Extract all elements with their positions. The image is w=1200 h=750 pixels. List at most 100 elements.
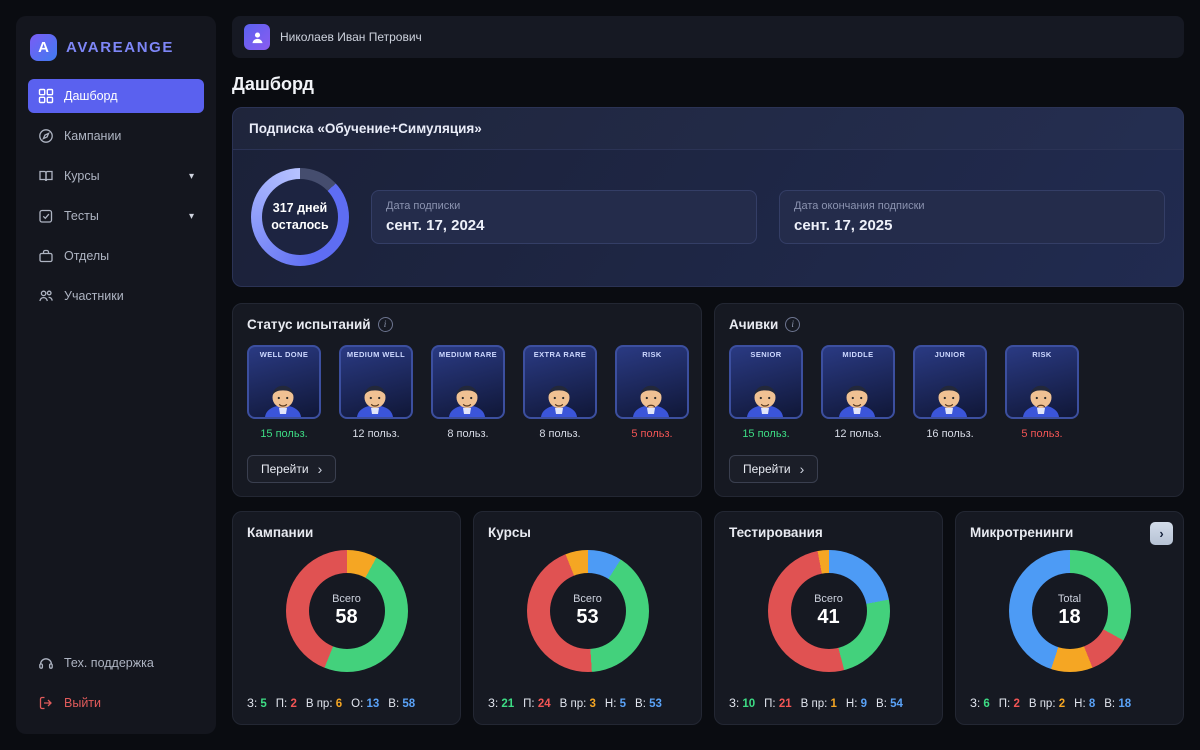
badge-well-done: WELL DONE 15 польз. [247, 345, 321, 440]
brand: A AVAREANGE [16, 30, 216, 79]
badge-risk: RISK 5 польз. [615, 345, 689, 440]
sidebar-item-courses[interactable]: Курсы ▾ [28, 159, 204, 193]
days-left-line2: осталось [271, 218, 329, 232]
stat-item: П: 24 [523, 698, 551, 710]
stat-item: Н: 5 [604, 698, 627, 710]
badge-user-count: 5 польз. [1021, 428, 1063, 440]
stat-item: З: 6 [970, 698, 990, 710]
badge-tile[interactable]: MEDIUM WELL [339, 345, 413, 419]
metric-card-кампании: Кампании Всего 58 З: 5 П: 2 В пр: 6 О: 13 В: 58 [232, 511, 461, 725]
metric-card-микротренинги: Микротренинги › Total 18 З: 6 П: 2 В пр: 2 Н: 8… [955, 511, 1184, 725]
badge-tile[interactable]: RISK [1005, 345, 1079, 419]
badge-user-count: 8 польз. [539, 428, 581, 440]
badge-user-count: 8 польз. [447, 428, 489, 440]
donut-center-label: Всего [332, 593, 361, 605]
end-date-value: сент. 17, 2025 [794, 217, 893, 234]
badge-extra-rare: EXTRA RARE 8 польз. [523, 345, 597, 440]
badge-name: RISK [642, 350, 662, 359]
days-left-line1: 317 дней [272, 200, 328, 215]
chevron-down-icon: ▾ [188, 210, 194, 222]
start-date-label: Дата подписки [386, 200, 461, 212]
sidebar-item-campaigns[interactable]: Кампании [28, 119, 204, 153]
user-name: Николаев Иван Петрович [280, 30, 422, 44]
sidebar-item-departments[interactable]: Отделы [28, 239, 204, 273]
metric-stats: З: 10 П: 21 В пр: 1 Н: 9 В: 54 [729, 698, 928, 710]
subscription-body: 317 дней осталось Дата подписки сент. 17… [233, 150, 1183, 286]
trial-go-button[interactable]: Перейти › [247, 455, 337, 483]
sidebar-item-dashboard[interactable]: Дашборд [28, 79, 204, 113]
achievements-panel: Ачивки i SENIOR 15 польз. MIDDLE 12 польз. J… [714, 303, 1184, 497]
sidebar-item-members[interactable]: Участники [28, 279, 204, 313]
donut-center-value: 18 [1058, 606, 1081, 628]
sidebar-item-label: Тесты [64, 209, 99, 223]
chevron-right-icon: › [317, 461, 323, 477]
stat-item: П: 2 [275, 698, 297, 710]
badge-name: SENIOR [750, 350, 782, 359]
dashboard-icon [38, 88, 54, 104]
info-icon[interactable]: i [377, 317, 393, 332]
trial-badges: WELL DONE 15 польз. MEDIUM WELL 12 польз. ME… [247, 345, 689, 440]
topbar-user-chip[interactable]: Николаев Иван Петрович [232, 16, 1184, 58]
info-icon[interactable]: i [785, 317, 801, 332]
stat-item: Н: 9 [845, 698, 868, 710]
stat-item: В пр: 1 [800, 698, 837, 710]
trial-status-panel: Статус испытаний i WELL DONE 15 польз. MED… [232, 303, 702, 497]
sidebar-item-label: Дашборд [64, 89, 118, 103]
sidebar-footer: Тех. поддержка Выйти [16, 646, 216, 720]
chevron-right-icon: › [1159, 526, 1164, 541]
badge-junior: JUNIOR 16 польз. [913, 345, 987, 440]
badge-character-icon [541, 385, 577, 417]
badge-user-count: 15 польз. [260, 428, 308, 440]
donut-chart: Всего 41 [767, 550, 890, 672]
sidebar-menu: Дашборд Кампании Курсы ▾ Тесты ▾ Отделы Участни… [16, 79, 216, 313]
badge-character-icon [357, 385, 393, 417]
support-icon [38, 655, 54, 671]
badge-user-count: 5 польз. [631, 428, 673, 440]
stat-item: В пр: 6 [305, 698, 343, 710]
badge-character-icon [931, 385, 967, 417]
stat-item: О: 13 [351, 698, 380, 710]
badge-tile[interactable]: WELL DONE [247, 345, 321, 419]
departments-icon [38, 248, 54, 264]
donut-center-value: 53 [576, 606, 599, 628]
days-left-text: 317 дней осталось [262, 179, 338, 255]
metric-card-title: Кампании [247, 525, 314, 540]
badge-name: RISK [1032, 350, 1052, 359]
metric-stats: З: 21 П: 24 В пр: 3 Н: 5 В: 53 [488, 698, 687, 710]
stat-item: З: 5 [247, 698, 267, 710]
metric-card-тестирования: Тестирования Всего 41 З: 10 П: 21 В пр: 1 Н: 9… [714, 511, 943, 725]
badge-tile[interactable]: RISK [615, 345, 689, 419]
badge-tile[interactable]: SENIOR [729, 345, 803, 419]
sidebar-item-support[interactable]: Тех. поддержка [28, 646, 204, 680]
badge-user-count: 15 польз. [742, 428, 790, 440]
logout-icon [38, 695, 54, 711]
badge-name: MIDDLE [842, 350, 874, 359]
badge-name: WELL DONE [259, 350, 309, 359]
sidebar-item-tests[interactable]: Тесты ▾ [28, 199, 204, 233]
badge-character-icon [265, 385, 301, 417]
badge-tile[interactable]: MEDIUM RARE [431, 345, 505, 419]
card-expand-button[interactable]: › [1150, 522, 1173, 545]
user-avatar [244, 24, 270, 50]
sidebar: A AVAREANGE Дашборд Кампании Курсы ▾ Тесты ▾ О… [16, 16, 216, 734]
badge-tile[interactable]: JUNIOR [913, 345, 987, 419]
sidebar-item-label: Тех. поддержка [64, 656, 154, 670]
badge-tile[interactable]: EXTRA RARE [523, 345, 597, 419]
trial-status-title: Статус испытаний [247, 317, 371, 332]
members-icon [38, 288, 54, 304]
badge-user-count: 16 польз. [926, 428, 974, 440]
metric-card-title: Тестирования [729, 525, 823, 540]
donut-center-value: 58 [335, 606, 358, 628]
metric-stats: З: 6 П: 2 В пр: 2 Н: 8 В: 18 [970, 698, 1169, 710]
main-content: Николаев Иван Петрович Дашборд Подписка … [232, 16, 1184, 734]
badge-character-icon [1023, 385, 1059, 417]
sidebar-item-logout[interactable]: Выйти [28, 686, 204, 720]
sidebar-item-label: Участники [64, 289, 124, 303]
stat-item: В: 58 [388, 698, 416, 710]
chevron-down-icon: ▾ [188, 170, 194, 182]
achievement-badges: SENIOR 15 польз. MIDDLE 12 польз. JUNIOR 16 п… [729, 345, 1169, 440]
donut-chart: Total 18 [1008, 550, 1131, 672]
badge-name: MEDIUM RARE [438, 350, 498, 359]
achievements-go-button[interactable]: Перейти › [729, 455, 819, 483]
badge-tile[interactable]: MIDDLE [821, 345, 895, 419]
